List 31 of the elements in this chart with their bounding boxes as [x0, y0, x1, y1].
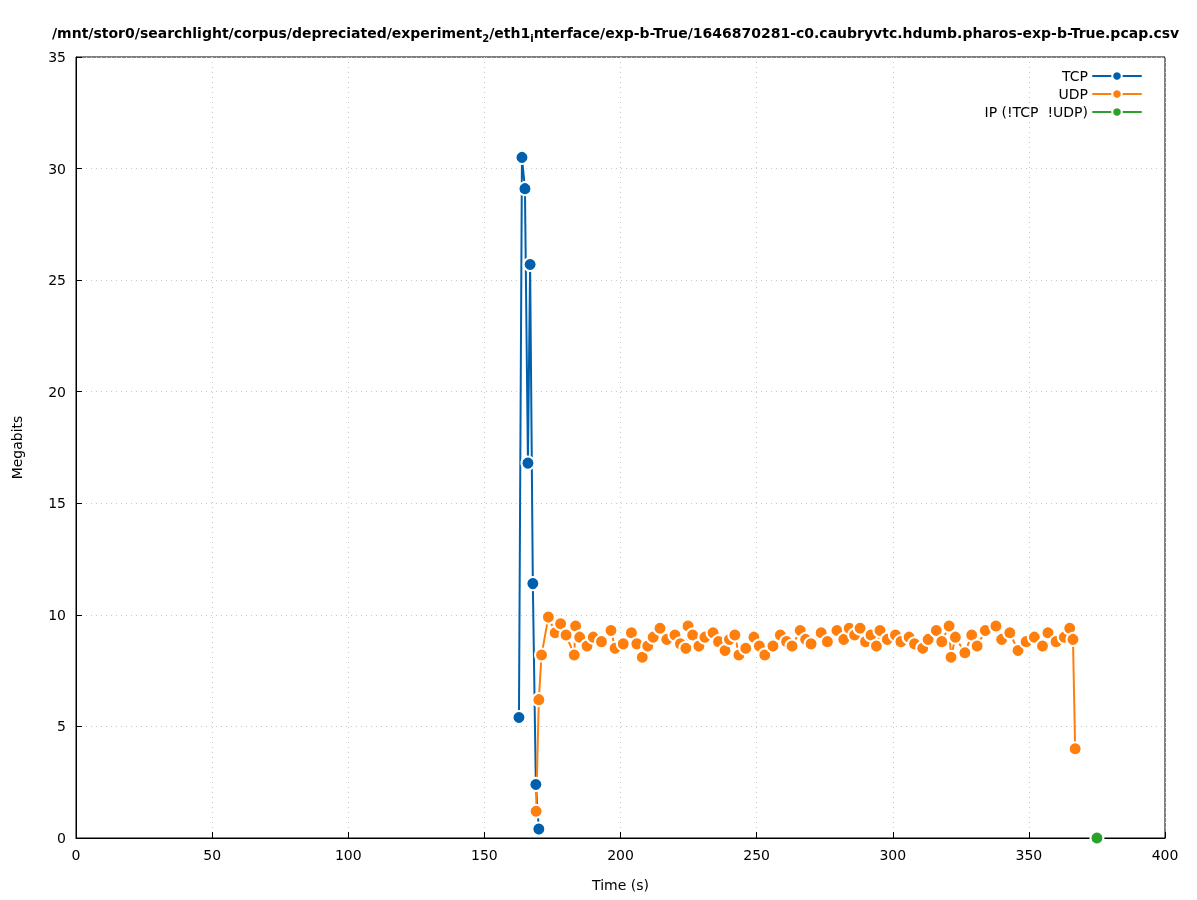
y-axis-title: Megabits [9, 415, 25, 480]
legend-label: UDP [1058, 86, 1088, 102]
x-tick-label: 200 [607, 847, 634, 863]
point [1089, 830, 1105, 846]
point [517, 181, 533, 197]
x-tick-label: 50 [203, 847, 222, 863]
x-tick-label: 150 [471, 847, 498, 863]
y-tick-label: 15 [48, 495, 66, 512]
legend-label: IP (!TCP !UDP) [984, 104, 1088, 120]
point [522, 257, 538, 273]
point [528, 776, 544, 792]
legend-label: TCP [1061, 68, 1088, 84]
x-tick-label: 100 [334, 847, 362, 863]
point [531, 821, 547, 837]
x-axis-title: Time (s) [591, 877, 649, 893]
y-tick-label: 30 [48, 160, 66, 177]
point [525, 576, 541, 592]
x-tick-label: 350 [1015, 847, 1043, 863]
x-tick-label: 0 [71, 847, 81, 863]
y-tick-label: 35 [48, 49, 66, 65]
point [514, 149, 530, 165]
y-tick-label: 5 [57, 718, 66, 735]
y-tick-label: 20 [48, 383, 66, 400]
x-tick-label: 400 [1151, 847, 1179, 863]
y-tick-label: 25 [48, 272, 66, 289]
y-tick-label: 0 [57, 830, 66, 846]
point [520, 455, 536, 471]
x-tick-label: 300 [879, 847, 907, 863]
y-tick-label: 10 [48, 606, 66, 623]
point [511, 710, 527, 725]
x-tick-label: 250 [743, 847, 770, 863]
